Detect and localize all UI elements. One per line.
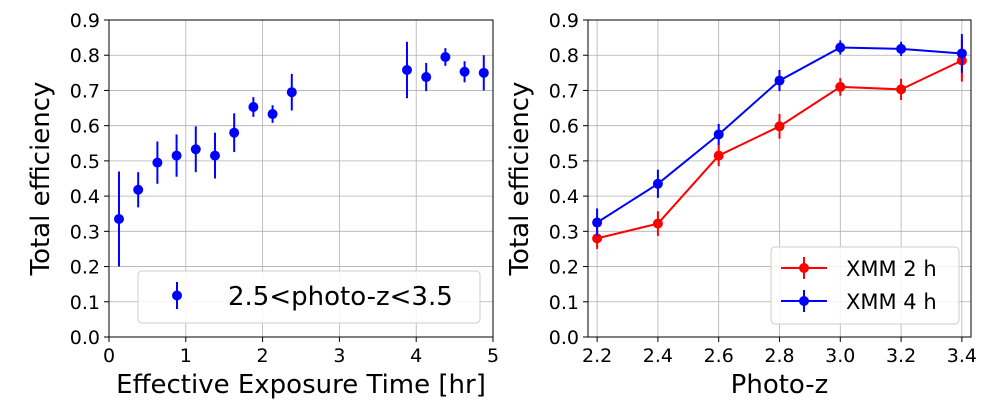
- left-y-tick-label-4: 0.4: [70, 186, 100, 208]
- right-legend-label-xmm-2h: XMM 2 h: [846, 257, 937, 281]
- right-series-1: [592, 34, 967, 237]
- right-y-tick-label-6: 0.6: [549, 116, 579, 138]
- right-x-tick-label-6: 3.4: [947, 345, 977, 367]
- right-x-tick-label-2: 2.6: [704, 345, 734, 367]
- left-x-tick-label-0: 0: [103, 345, 115, 367]
- left-x-tick-label-1: 1: [180, 345, 192, 367]
- left-y-axis-label: Total efficiency: [26, 82, 56, 277]
- left-y-tick-label-6: 0.6: [70, 116, 100, 138]
- left-series-0-point-11: [421, 72, 432, 83]
- left-y-tick-label-3: 0.3: [70, 221, 100, 243]
- left-series-0-point-8: [267, 109, 278, 120]
- right-series-1-point-0: [592, 217, 603, 228]
- right-tick-labels: 2.2 2.4 2.6 2.8 3.0 3.2 3.4 0.0 0.1 0.2 0.3 0.4 0.5 0…: [549, 10, 977, 367]
- right-y-tick-label-7: 0.7: [549, 80, 579, 102]
- left-series-0-point-3: [171, 150, 182, 161]
- right-legend-label-xmm-4h: XMM 4 h: [846, 290, 937, 314]
- right-x-tick-label-4: 3.0: [825, 345, 855, 367]
- right-y-tick-label-2: 0.2: [549, 257, 579, 279]
- right-x-tick-label-0: 2.2: [582, 345, 612, 367]
- right-x-tick-label-5: 3.2: [886, 345, 916, 367]
- left-y-tick-label-9: 0.9: [70, 10, 100, 32]
- right-data-marks: [592, 34, 967, 249]
- left-x-tick-label-3: 3: [333, 345, 345, 367]
- left-series-0-point-4: [190, 144, 201, 155]
- left-legend: 2.5<photo-z<3.5: [137, 270, 481, 324]
- left-legend-label: 2.5<photo-z<3.5: [228, 282, 453, 312]
- right-x-tick-label-3: 2.8: [764, 345, 794, 367]
- right-series-0-point-2: [713, 150, 724, 161]
- left-plot-frame: [108, 19, 494, 338]
- left-series-0-point-13: [459, 66, 470, 77]
- left-y-tick-label-1: 0.1: [70, 292, 100, 314]
- right-legend-marker-0-point: [799, 263, 809, 273]
- right-series-0-point-3: [774, 121, 785, 132]
- right-y-axis-label: Total efficiency: [505, 82, 535, 277]
- right-series-0-point-0: [592, 233, 603, 244]
- left-series-0-point-10: [401, 65, 412, 76]
- right-series-1-point-3: [774, 75, 785, 86]
- right-y-tick-label-4: 0.4: [549, 186, 579, 208]
- right-y-tick-label-1: 0.1: [549, 292, 579, 314]
- right-legend: XMM 2 h XMM 4 h: [770, 246, 960, 325]
- left-series-0-point-5: [209, 150, 220, 161]
- left-y-tick-label-5: 0.5: [70, 151, 100, 173]
- right-series-0: [592, 39, 967, 249]
- right-series-1-point-4: [835, 42, 846, 53]
- left-series-0-point-9: [286, 87, 297, 98]
- right-series-1-point-6: [956, 48, 967, 59]
- left-series-0-point-1: [133, 184, 144, 195]
- right-legend-marker-xmm-2h: [781, 257, 827, 279]
- chart-left-exposure-time: 0 1 2 3 4 5 0.0 0.1 0.2 0.3 0.4 0.5 0.6 0.7 0.8 0.9 Eff…: [26, 10, 499, 400]
- right-legend-box: [770, 246, 960, 325]
- right-series-1-point-5: [896, 43, 907, 54]
- left-series-0-point-6: [229, 127, 240, 138]
- left-legend-marker-point: [172, 290, 182, 301]
- left-y-tick-label-2: 0.2: [70, 257, 100, 279]
- left-tick-labels: 0 1 2 3 4 5 0.0 0.1 0.2 0.3 0.4 0.5 0.6 0.7 0.8 0.9: [70, 10, 499, 367]
- left-y-tick-label-7: 0.7: [70, 80, 100, 102]
- left-series-0-point-0: [113, 214, 124, 225]
- right-y-tick-label-3: 0.3: [549, 221, 579, 243]
- left-legend-box: [137, 270, 481, 324]
- right-y-tick-label-9: 0.9: [549, 10, 579, 32]
- left-y-tick-label-0: 0.0: [70, 327, 100, 349]
- left-x-axis-label: Effective Exposure Time [hr]: [116, 370, 486, 400]
- left-x-tick-label-4: 4: [410, 345, 422, 367]
- left-series-0-point-14: [478, 67, 489, 78]
- left-legend-marker: [172, 282, 182, 309]
- right-legend-entry-xmm-2h: XMM 2 h: [781, 257, 937, 281]
- left-series-0-point-2: [152, 157, 163, 168]
- left-series-0-point-12: [440, 51, 451, 62]
- left-data-marks: [113, 41, 489, 267]
- left-x-tick-label-5: 5: [487, 345, 499, 367]
- right-series-1-point-2: [713, 129, 724, 140]
- right-series-0-point-4: [835, 81, 846, 92]
- right-legend-marker-xmm-4h: [781, 290, 827, 312]
- right-series-0-point-1: [652, 218, 663, 229]
- right-y-tick-label-0: 0.0: [549, 327, 579, 349]
- left-series-0: [113, 41, 489, 267]
- right-legend-entry-xmm-4h: XMM 4 h: [781, 290, 937, 314]
- right-series-0-point-5: [896, 84, 907, 95]
- left-series-0-point-7: [248, 101, 259, 112]
- right-y-tick-label-8: 0.8: [549, 45, 579, 67]
- right-legend-marker-1-point: [799, 296, 809, 306]
- right-grid: [588, 19, 971, 338]
- right-series-1-point-1: [652, 178, 663, 189]
- right-y-tick-label-5: 0.5: [549, 151, 579, 173]
- right-x-axis-label: Photo-z: [731, 370, 829, 400]
- left-y-tick-label-8: 0.8: [70, 45, 100, 67]
- right-x-tick-label-1: 2.4: [643, 345, 673, 367]
- left-x-tick-label-2: 2: [257, 345, 269, 367]
- chart-right-photo-z: 2.2 2.4 2.6 2.8 3.0 3.2 3.4 0.0 0.1 0.2 0.3 0.4 0.5 0…: [505, 10, 977, 400]
